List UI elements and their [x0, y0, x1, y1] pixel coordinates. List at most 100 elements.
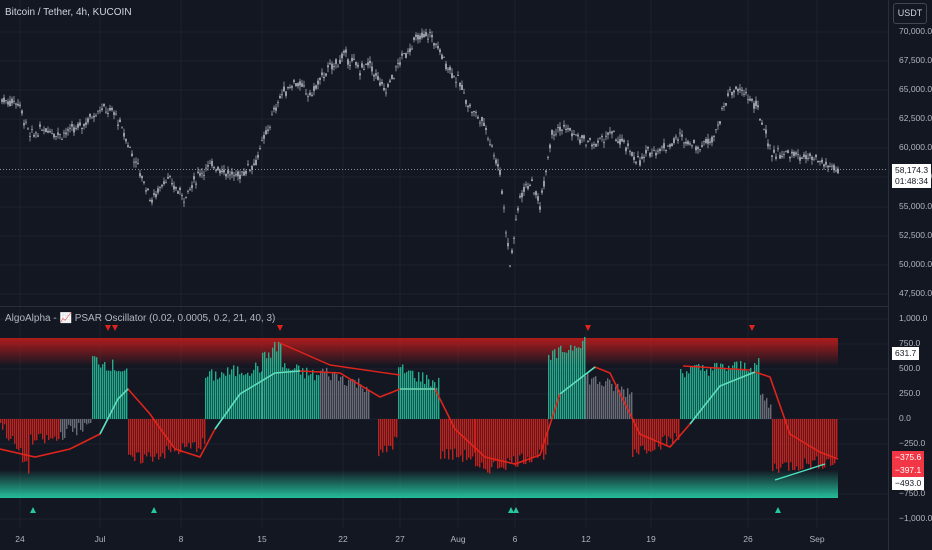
histogram-bar	[774, 419, 776, 464]
candle-body	[535, 191, 537, 196]
candle-body	[807, 158, 809, 159]
candle-body	[505, 232, 507, 234]
histogram-bar	[426, 374, 428, 419]
candle-body	[595, 143, 597, 147]
histogram-bar	[215, 371, 217, 419]
histogram-bar	[414, 378, 416, 419]
histogram-bar	[186, 419, 188, 447]
candle-body	[645, 149, 647, 154]
histogram-bar	[158, 419, 160, 460]
candle-body	[255, 159, 257, 166]
indicator-title[interactable]: AlgoAlpha - 📈 PSAR Oscillator (0.02, 0.0…	[5, 313, 276, 324]
candle-body	[149, 199, 151, 202]
histogram-bar	[458, 419, 460, 458]
histogram-bar	[436, 387, 438, 419]
candle-body	[353, 58, 355, 60]
histogram-bar	[754, 362, 756, 419]
histogram-bar	[432, 380, 434, 419]
price-tick-label: 52,500.0	[899, 230, 932, 240]
candle-body	[391, 74, 393, 79]
candle-body	[489, 143, 491, 145]
candle-body	[451, 73, 453, 78]
candle-body	[633, 156, 635, 160]
candle-body	[113, 112, 115, 115]
histogram-bar	[472, 419, 474, 457]
histogram-bar	[627, 388, 629, 419]
bullish-signal-marker	[30, 507, 36, 513]
histogram-bar	[824, 419, 826, 468]
histogram-bar	[304, 378, 306, 419]
time-tick-label: 15	[257, 534, 267, 544]
histogram-bar	[310, 374, 312, 419]
candle-body	[631, 152, 633, 157]
candle-body	[459, 82, 461, 87]
histogram-bar	[134, 419, 136, 462]
histogram-bar	[346, 385, 348, 419]
histogram-bar	[660, 419, 662, 450]
histogram-bar	[740, 360, 742, 419]
candle-body	[245, 170, 247, 174]
candle-body	[445, 63, 447, 70]
histogram-bar	[479, 419, 481, 468]
candle-body	[309, 92, 311, 96]
candle-body	[161, 184, 163, 187]
histogram-bar	[42, 419, 44, 440]
histogram-bar	[593, 377, 595, 419]
candle-body	[707, 138, 709, 144]
candle-body	[457, 74, 459, 76]
candle-body	[669, 144, 671, 147]
candle-body	[641, 156, 643, 159]
bearish-signal-marker	[277, 325, 283, 331]
candle-body	[319, 77, 321, 80]
pane-separator[interactable]	[0, 306, 888, 307]
candle-body	[555, 133, 557, 135]
histogram-bar	[688, 373, 690, 419]
candle-body	[463, 92, 465, 94]
candle-body	[767, 143, 769, 147]
candle-body	[143, 181, 145, 183]
candle-body	[265, 130, 267, 135]
histogram-bar	[493, 419, 495, 463]
histogram-bar	[780, 419, 782, 468]
candle-body	[557, 126, 559, 128]
candle-body	[171, 183, 173, 185]
histogram-bar	[734, 361, 736, 419]
histogram-bar	[72, 419, 74, 432]
histogram-bar	[209, 371, 211, 419]
histogram-bar	[483, 419, 485, 469]
histogram-bar	[804, 419, 806, 459]
candle-body	[569, 127, 571, 131]
histogram-bar	[442, 419, 444, 452]
candle-body	[321, 72, 323, 76]
candle-body	[561, 129, 563, 131]
histogram-bar	[698, 364, 700, 419]
histogram-bar	[12, 419, 14, 436]
histogram-bar	[223, 373, 225, 419]
histogram-bar	[564, 352, 566, 419]
histogram-bar	[694, 364, 696, 419]
candle-body	[655, 152, 657, 156]
candle-body	[831, 165, 833, 167]
currency-button[interactable]: USDT	[893, 3, 927, 24]
histogram-bar	[778, 419, 780, 473]
histogram-bar	[88, 419, 90, 424]
histogram-bar	[108, 370, 110, 419]
candle-body	[61, 138, 63, 140]
candle-body	[537, 196, 539, 201]
candle-body	[197, 171, 199, 173]
histogram-bar	[146, 419, 148, 457]
candle-body	[667, 145, 669, 147]
histogram-bar	[446, 419, 448, 450]
divergence-line	[774, 463, 826, 481]
candle-body	[567, 128, 569, 130]
histogram-bar	[334, 371, 336, 419]
candle-body	[415, 34, 417, 37]
histogram-bar	[776, 419, 778, 469]
candle-body	[687, 141, 689, 145]
histogram-bar	[207, 376, 209, 419]
histogram-bar	[114, 370, 116, 419]
histogram-bar	[556, 358, 558, 419]
symbol-title[interactable]: Bitcoin / Tether, 4h, KUCOIN	[5, 7, 132, 18]
histogram-bar	[64, 419, 66, 438]
